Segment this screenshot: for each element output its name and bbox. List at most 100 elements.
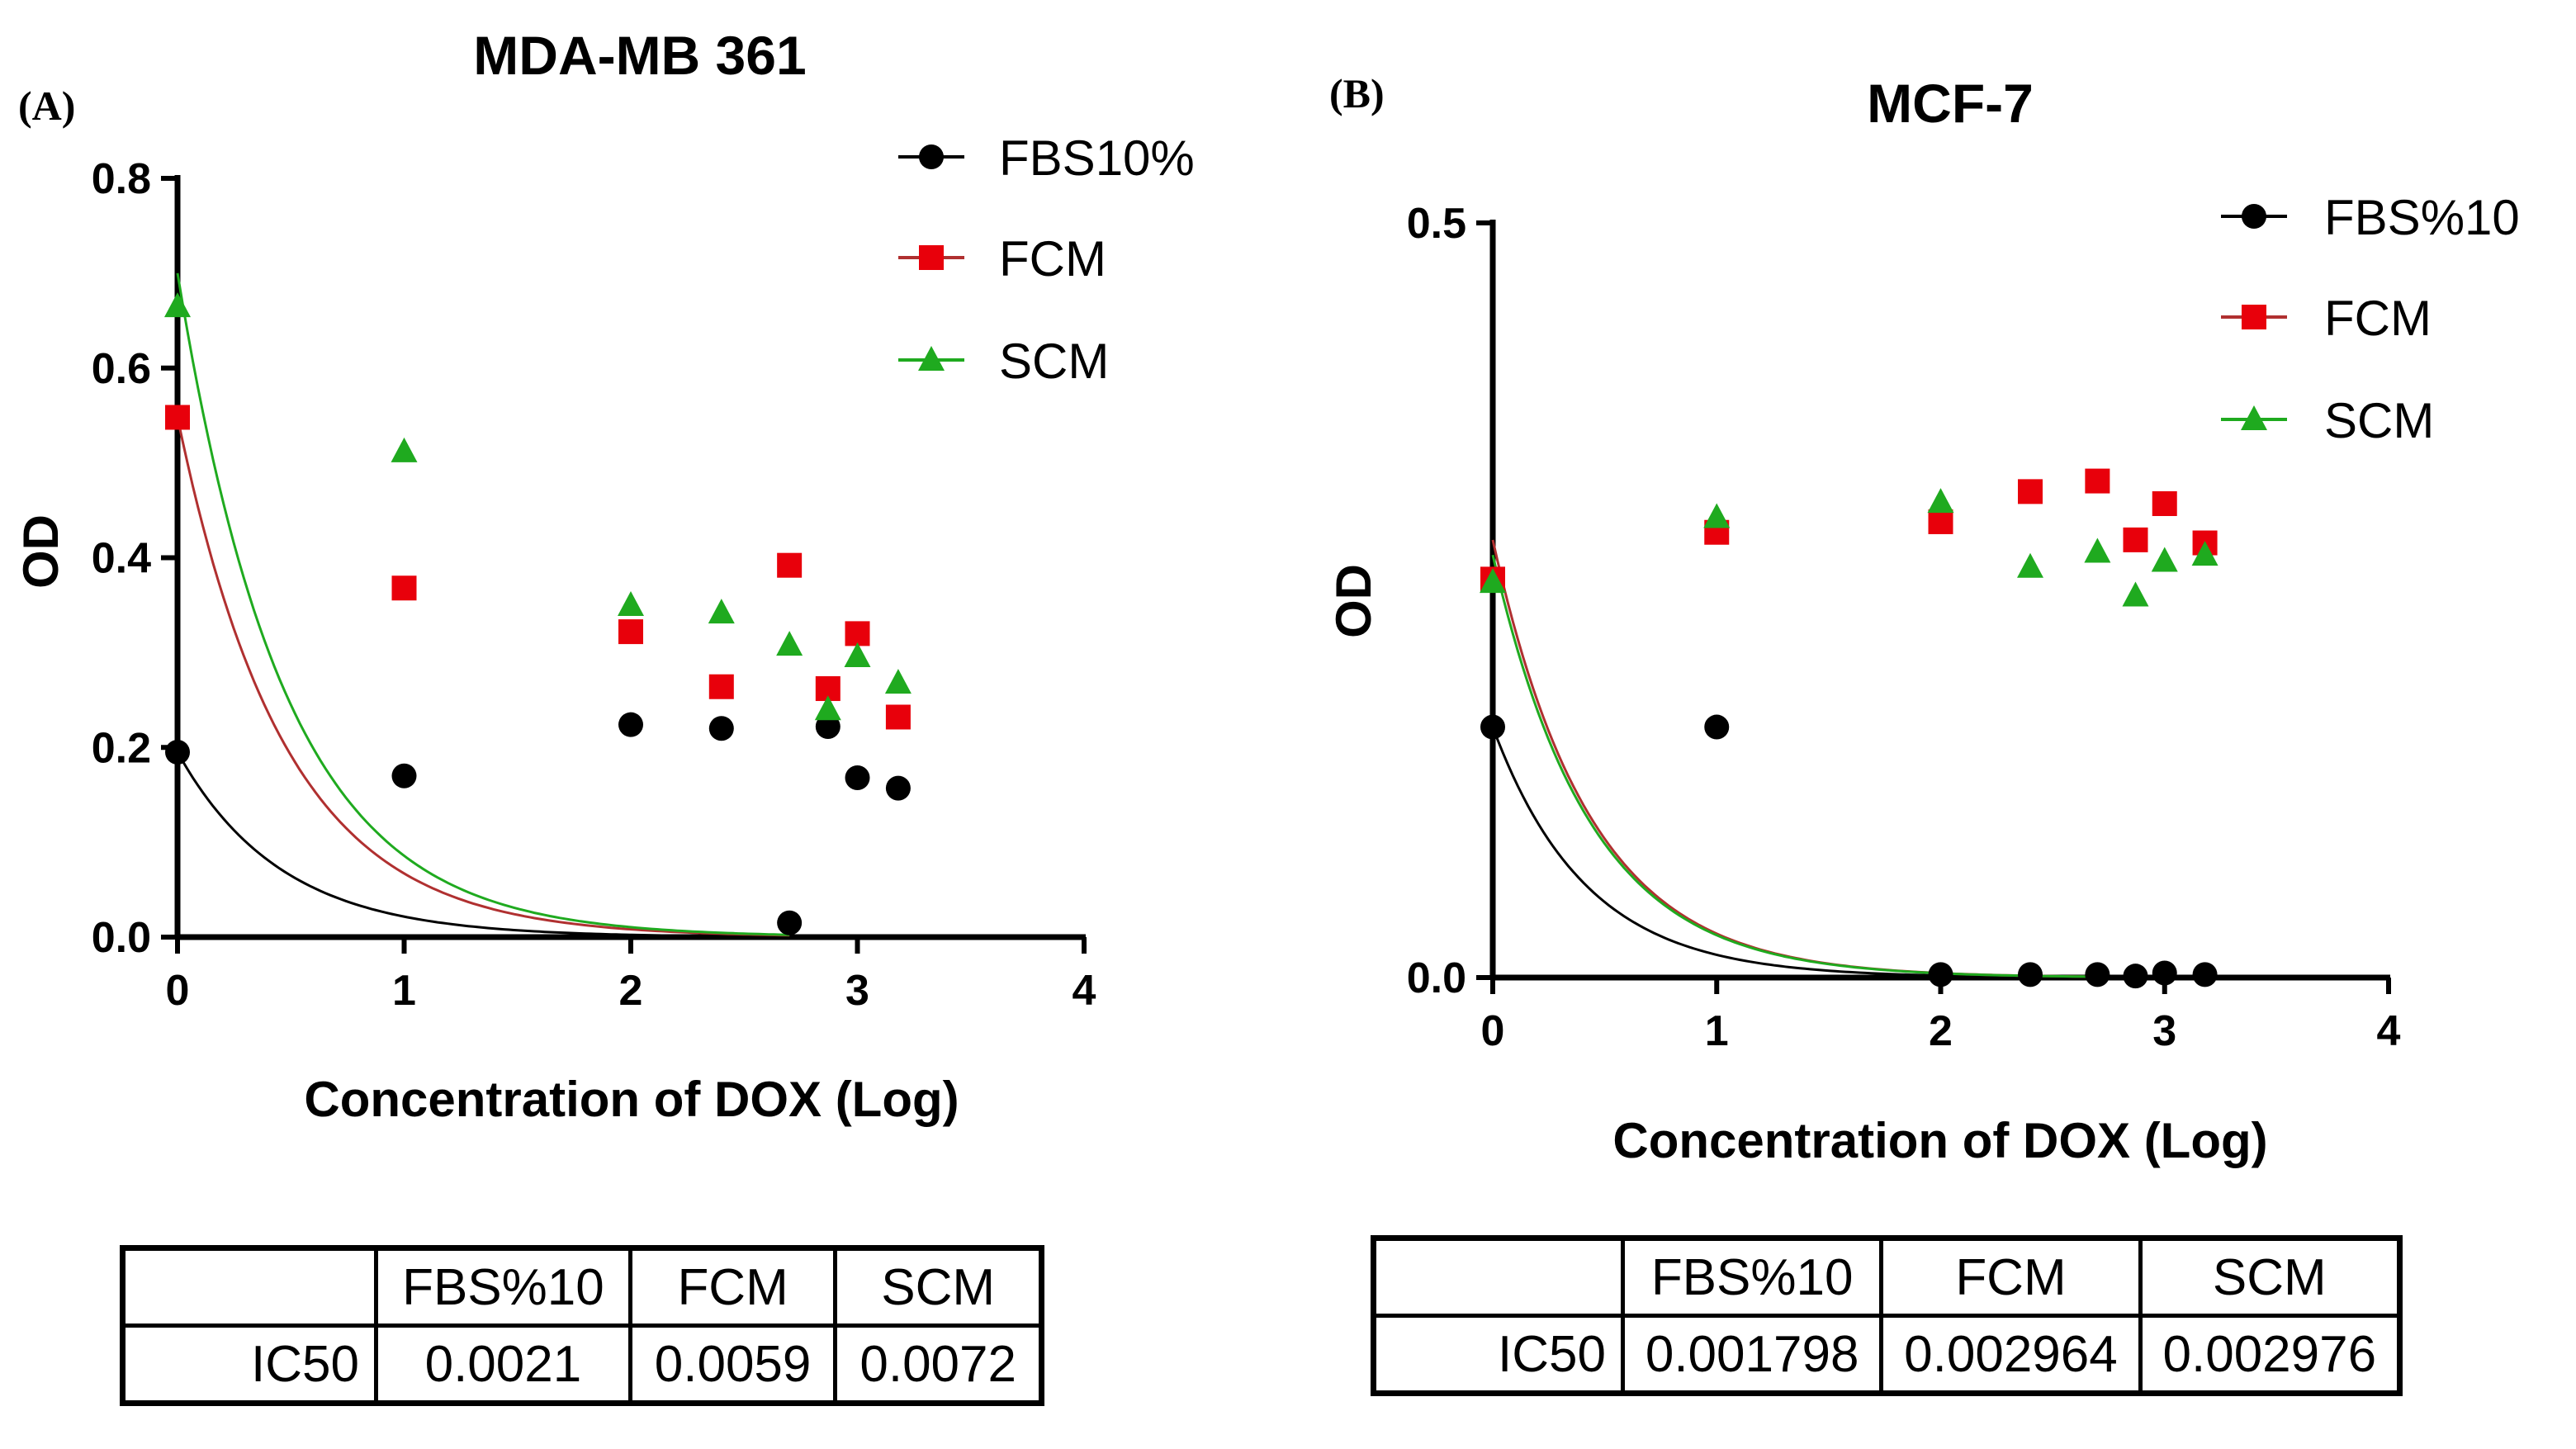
table-cell: 0.001798 bbox=[1620, 1314, 1884, 1395]
panel-b-title: MCF-7 bbox=[1867, 73, 2034, 134]
panel-b-legend: FBS%10 FCM SCM bbox=[2221, 190, 2520, 448]
data-point-circle bbox=[2123, 964, 2148, 989]
panel-a-points bbox=[164, 292, 912, 935]
legend-marker-triangle bbox=[2241, 405, 2267, 430]
data-point-square bbox=[2018, 479, 2043, 504]
data-point-circle bbox=[845, 765, 870, 791]
panel-b-points bbox=[1480, 468, 2218, 989]
legend-marker-square bbox=[919, 245, 944, 270]
panel-a-legend: FBS10% FCM SCM bbox=[898, 130, 1195, 389]
table-row: IC50 0.0021 0.0059 0.0072 bbox=[121, 1324, 1044, 1405]
data-point-square bbox=[165, 405, 190, 430]
legend-label: SCM bbox=[2324, 393, 2434, 448]
panel-a-x-ticks: 0 1 2 3 4 bbox=[166, 937, 1096, 1015]
data-point-square bbox=[2085, 468, 2110, 494]
fit-curve-triangle bbox=[1491, 554, 2098, 978]
data-point-square bbox=[1928, 509, 1953, 534]
data-point-circle bbox=[1928, 962, 1953, 987]
data-point-square bbox=[845, 621, 870, 646]
panel-b-xlabel: Concentration of DOX (Log) bbox=[1612, 1113, 2267, 1168]
legend-label: FBS%10 bbox=[2324, 190, 2520, 245]
x-tick-label: 0 bbox=[1481, 1007, 1505, 1055]
legend-marker-circle bbox=[2242, 204, 2266, 229]
x-tick-label: 2 bbox=[619, 967, 643, 1015]
data-point-triangle bbox=[776, 631, 803, 656]
data-point-triangle bbox=[2084, 537, 2111, 563]
data-point-triangle bbox=[814, 695, 841, 721]
data-point-circle bbox=[165, 739, 190, 765]
y-tick-label: 0.5 bbox=[1407, 200, 1466, 248]
data-point-circle bbox=[2192, 962, 2218, 987]
x-tick-label: 3 bbox=[2152, 1007, 2176, 1055]
data-point-square bbox=[2123, 527, 2148, 552]
table-cell: 0.0072 bbox=[833, 1324, 1044, 1405]
data-point-triangle bbox=[2151, 547, 2178, 572]
table-header-cell: FCM bbox=[1879, 1236, 2143, 1318]
legend-label: SCM bbox=[999, 334, 1109, 389]
data-point-circle bbox=[618, 712, 643, 737]
fit-curve-circle bbox=[176, 751, 790, 938]
data-point-square bbox=[708, 674, 734, 699]
data-point-circle bbox=[1480, 714, 1505, 740]
panel-b-ic50-table: FBS%10 FCM SCM IC50 0.001798 0.002964 0.… bbox=[1371, 1235, 2403, 1396]
data-point-circle bbox=[777, 910, 803, 935]
data-point-square bbox=[885, 704, 911, 730]
data-point-square bbox=[2152, 491, 2177, 517]
data-point-circle bbox=[2018, 962, 2043, 987]
fit-curve-square bbox=[176, 417, 790, 937]
table-header-cell: FBS%10 bbox=[1620, 1236, 1884, 1318]
data-point-triangle bbox=[1480, 568, 1506, 594]
panel-b: (B) MCF-7 Concentration of DOX (Log) OD … bbox=[1326, 70, 2520, 1168]
table-header-cell bbox=[121, 1246, 378, 1328]
panel-a-fit-curves bbox=[176, 272, 790, 938]
data-point-circle bbox=[2152, 960, 2177, 986]
panel-a-title: MDA-MB 361 bbox=[473, 25, 806, 86]
data-point-circle bbox=[815, 713, 841, 739]
table-row: IC50 0.001798 0.002964 0.002976 bbox=[1371, 1314, 2403, 1395]
data-point-triangle bbox=[2191, 541, 2218, 566]
data-point-triangle bbox=[391, 437, 418, 462]
table-cell: 0.002976 bbox=[2138, 1314, 2403, 1395]
table-header-cell: SCM bbox=[2138, 1236, 2403, 1318]
table-header-cell: FBS%10 bbox=[374, 1246, 632, 1328]
y-tick-label: 0.8 bbox=[92, 155, 151, 203]
data-point-triangle bbox=[2122, 581, 2149, 607]
data-point-triangle bbox=[844, 642, 871, 667]
fit-curve-square bbox=[1491, 539, 2098, 978]
x-tick-label: 4 bbox=[2377, 1007, 2401, 1055]
x-tick-label: 2 bbox=[1929, 1007, 1953, 1055]
legend-marker-circle bbox=[919, 144, 944, 169]
data-point-triangle bbox=[2017, 552, 2043, 578]
data-point-square bbox=[618, 619, 643, 645]
data-point-triangle bbox=[164, 292, 191, 318]
x-tick-label: 1 bbox=[392, 967, 416, 1015]
panel-a-xlabel: Concentration of DOX (Log) bbox=[304, 1072, 959, 1127]
table-header-cell bbox=[1371, 1236, 1625, 1318]
data-point-triangle bbox=[1703, 503, 1731, 528]
table-header-cell: SCM bbox=[833, 1246, 1044, 1328]
table-row-label: IC50 bbox=[121, 1324, 378, 1405]
legend-label: FCM bbox=[999, 231, 1106, 286]
y-tick-label: 0.4 bbox=[92, 535, 151, 583]
panel-a-y-ticks: 0.0 0.2 0.4 0.6 0.8 bbox=[92, 155, 178, 962]
panel-b-y-ticks: 0.0 0.5 bbox=[1407, 200, 1493, 1002]
panel-a-ic50-table: FBS%10 FCM SCM IC50 0.0021 0.0059 0.0072 bbox=[120, 1245, 1044, 1406]
legend-label: FBS10% bbox=[999, 130, 1195, 186]
panel-a: (A) MDA-MB 361 Concentration of DOX (Log… bbox=[13, 25, 1195, 1127]
y-tick-label: 0.0 bbox=[92, 914, 151, 962]
table-header-cell: FCM bbox=[627, 1246, 838, 1328]
table-cell: 0.002964 bbox=[1879, 1314, 2143, 1395]
y-tick-label: 0.2 bbox=[92, 724, 151, 772]
data-point-circle bbox=[885, 775, 911, 801]
panel-b-label: (B) bbox=[1329, 70, 1385, 116]
panel-b-ylabel: OD bbox=[1326, 564, 1381, 638]
legend-marker-square bbox=[2242, 305, 2266, 329]
panel-b-x-ticks: 0 1 2 3 4 bbox=[1481, 978, 2401, 1055]
x-tick-label: 1 bbox=[1705, 1007, 1729, 1055]
legend-label: FCM bbox=[2324, 291, 2432, 346]
fit-curve-circle bbox=[1491, 727, 2098, 978]
data-point-triangle bbox=[884, 669, 912, 694]
data-point-triangle bbox=[708, 599, 735, 624]
table-row-label: IC50 bbox=[1371, 1314, 1625, 1395]
